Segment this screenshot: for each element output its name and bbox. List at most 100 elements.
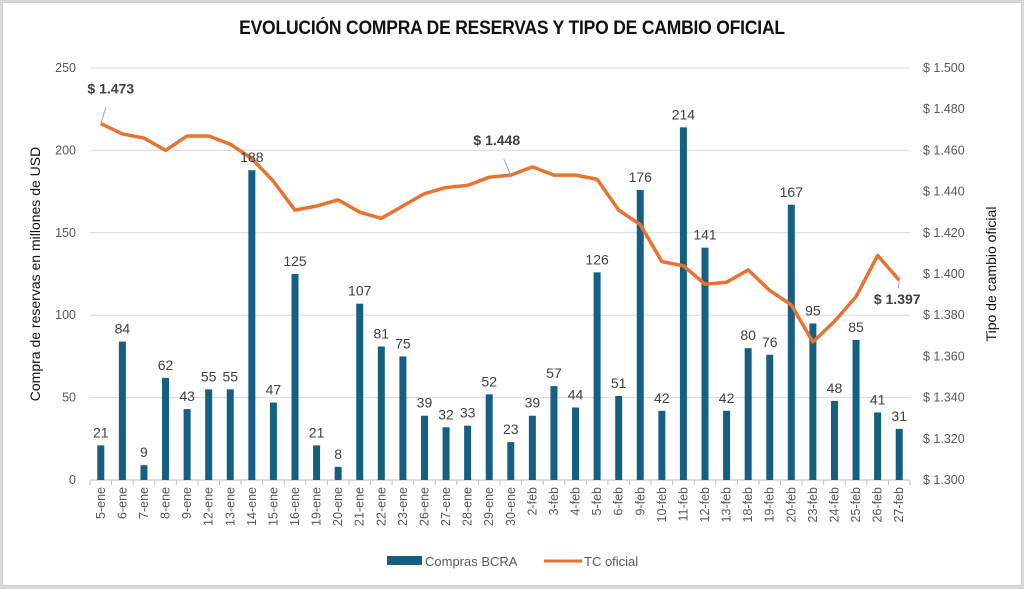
tc-annotation: $ 1.448 [473,132,520,148]
x-tick-label: 12-ene [202,487,216,526]
bar [766,354,774,480]
x-tick-label: 15-ene [266,487,280,526]
bar-data-label: 167 [780,184,804,200]
bar [248,170,256,480]
tc-annotation: $ 1.473 [87,81,134,97]
bar [615,395,623,480]
bar [636,189,644,480]
bar-data-label: 107 [348,283,372,299]
x-tick-label: 21-ene [353,487,367,526]
right-tick-label: $ 1.480 [923,102,965,116]
bar [313,445,321,480]
x-tick-label: 20-ene [331,487,345,526]
left-tick-label: 100 [55,308,76,322]
bar [140,465,148,480]
x-tick-label: 13-feb [720,487,734,522]
x-tick-label: 10-feb [655,487,669,522]
bar [118,341,126,480]
bar-data-label: 141 [693,227,717,243]
right-axis-title: Tipo de cambio oficial [983,207,999,342]
left-axis-ticks: 0 50 100 150 200 250 [55,61,76,487]
bar-data-label: 9 [140,444,148,460]
bar [723,410,731,480]
x-tick-label: 8-ene [159,487,173,519]
right-axis-ticks: $ 1.300 $ 1.320 $ 1.340 $ 1.360 $ 1.380 $ 1.4… [923,61,965,487]
bar-data-label: 126 [585,251,609,267]
x-tick-label: 23-feb [806,487,820,522]
x-tick-label: 26-feb [871,487,885,522]
bar-data-label: 95 [805,302,821,318]
x-tick-label: 11-feb [676,487,690,522]
x-tick-label: 9-feb [633,487,647,516]
left-tick-label: 200 [55,143,76,157]
x-tick-label: 16-ene [288,487,302,526]
bar-data-label: 44 [568,386,584,402]
left-axis-title: Compra de reservas en millones de USD [27,147,43,401]
bar [809,323,817,480]
legend-label-tc-oficial: TC oficial [584,554,638,569]
x-tick-label: 27-ene [439,487,453,526]
bar-data-label: 214 [672,106,696,122]
bar-series-compras-bcra [97,127,903,480]
x-tick-label: 28-ene [461,487,475,526]
bar [895,428,903,480]
bar-data-label: 84 [115,321,131,337]
bar-data-label: 57 [546,365,562,381]
bar [852,339,860,480]
bar-data-label: 52 [481,373,497,389]
bar-data-label: 80 [740,327,756,343]
bar [701,247,709,480]
x-tick-label: 12-feb [698,487,712,522]
x-tick-label: 4-feb [569,487,583,516]
x-tick-label: 27-feb [892,487,906,522]
tc-oficial-line [100,122,901,344]
bar [420,415,428,480]
bar [528,415,536,480]
x-tick-label: 5-feb [590,487,604,516]
x-tick-label: 2-feb [525,487,539,516]
bar-data-label: 21 [309,424,325,440]
bar [550,386,558,480]
tc-annotation: $ 1.397 [874,291,921,307]
bar [658,410,666,480]
legend-label-compras-bcra: Compras BCRA [425,554,518,569]
right-tick-label: $ 1.460 [923,143,965,157]
gridlines [90,67,910,481]
x-tick-label: 26-ene [417,487,431,526]
right-tick-label: $ 1.500 [923,61,965,75]
bar-data-label: 125 [283,253,307,269]
bar-data-label: 39 [417,395,433,411]
annotation-leader [503,158,512,176]
bar [464,425,472,480]
right-tick-label: $ 1.340 [923,391,965,405]
bar [507,442,515,480]
bar-data-label: 81 [374,326,390,342]
bar-data-label: 41 [870,391,886,407]
bar-data-label: 55 [222,368,238,384]
x-tick-label: 13-ene [223,487,237,526]
bar-data-label: 76 [762,334,778,350]
bar [183,409,191,480]
bar-data-label: 39 [525,395,541,411]
bar [205,389,213,480]
bar [334,466,342,480]
x-tick-label: 7-ene [137,487,151,519]
bar-data-label: 8 [334,446,342,462]
bar-data-label: 33 [460,405,476,421]
bar-data-label: 62 [158,357,174,373]
right-tick-label: $ 1.360 [923,349,965,363]
bar [356,303,364,480]
x-axis-ticks: 5-ene 6-ene 7-ene 8-ene 9-ene 12-ene 13-ene 14-… [89,480,911,526]
bar-data-label: 31 [891,408,907,424]
bar [830,400,838,480]
bar [787,204,795,480]
x-tick-label: 23-ene [396,487,410,526]
left-tick-label: 50 [62,391,76,405]
bar [485,394,493,480]
bar [744,348,752,480]
right-tick-label: $ 1.420 [923,226,965,240]
bar [572,407,580,480]
bar-data-label: 42 [719,390,735,406]
left-tick-label: 0 [69,473,76,487]
